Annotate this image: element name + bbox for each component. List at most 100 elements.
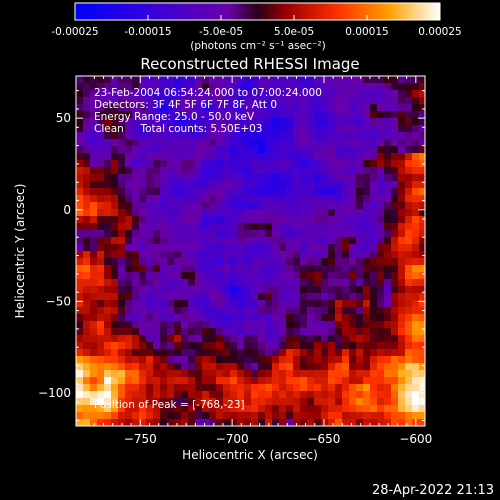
heatmap-cell <box>307 83 315 91</box>
heatmap-cell <box>398 398 406 406</box>
heatmap-cell <box>398 195 406 203</box>
heatmap-cell <box>412 174 420 182</box>
heatmap-cell <box>342 174 350 182</box>
heatmap-cell <box>146 363 154 371</box>
heatmap-cell <box>216 209 224 217</box>
heatmap-cell <box>139 307 147 315</box>
heatmap-cell <box>384 202 392 210</box>
heatmap-cell <box>419 391 425 399</box>
heatmap-cell <box>202 405 210 413</box>
heatmap-cell <box>405 293 413 301</box>
heatmap-cell <box>188 188 196 196</box>
heatmap-cell <box>363 83 371 91</box>
heatmap-cell <box>139 272 147 280</box>
heatmap-cell <box>265 265 273 273</box>
heatmap-cell <box>209 412 217 420</box>
heatmap-cell <box>167 244 175 252</box>
heatmap-cell <box>97 391 105 399</box>
heatmap-cell <box>279 279 287 287</box>
heatmap-cell <box>132 90 140 98</box>
heatmap-cell <box>230 139 238 147</box>
heatmap-cell <box>83 321 91 329</box>
heatmap-cell <box>111 237 119 245</box>
heatmap-cell <box>104 167 112 175</box>
heatmap-cell <box>314 153 322 161</box>
heatmap-cell <box>314 118 322 126</box>
heatmap-cell <box>377 146 385 154</box>
heatmap-cell <box>300 279 308 287</box>
heatmap-cell <box>132 356 140 364</box>
heatmap-cell <box>146 139 154 147</box>
heatmap-cell <box>167 363 175 371</box>
heatmap-cell <box>237 279 245 287</box>
heatmap-cell <box>230 307 238 315</box>
heatmap-cell <box>272 405 280 413</box>
heatmap-cell <box>258 314 266 322</box>
heatmap-cell <box>286 244 294 252</box>
heatmap-cell <box>272 188 280 196</box>
heatmap-cell <box>132 132 140 140</box>
heatmap-cell <box>181 223 189 231</box>
heatmap-cell <box>405 370 413 378</box>
heatmap-cell <box>132 83 140 91</box>
heatmap-cell <box>405 195 413 203</box>
heatmap-cell <box>398 328 406 336</box>
heatmap-cell <box>286 363 294 371</box>
heatmap-cell <box>174 391 182 399</box>
heatmap-cell <box>111 83 119 91</box>
heatmap-cell <box>195 174 203 182</box>
heatmap-cell <box>265 293 273 301</box>
heatmap-cell <box>384 244 392 252</box>
heatmap-cell <box>125 349 133 357</box>
heatmap-cell <box>195 118 203 126</box>
heatmap-cell <box>104 265 112 273</box>
heatmap-cell <box>118 321 126 329</box>
heatmap-cell <box>328 398 336 406</box>
heatmap-cell <box>307 139 315 147</box>
heatmap-cell <box>153 139 161 147</box>
heatmap-cell <box>90 321 98 329</box>
heatmap-cell <box>307 405 315 413</box>
heatmap-cell <box>216 230 224 238</box>
heatmap-cell <box>342 90 350 98</box>
heatmap-cell <box>146 90 154 98</box>
heatmap-cell <box>216 356 224 364</box>
heatmap-cell <box>104 174 112 182</box>
heatmap-cell <box>125 132 133 140</box>
heatmap-cell <box>370 160 378 168</box>
heatmap-cell <box>307 419 315 426</box>
heatmap-cell <box>111 153 119 161</box>
x-tick-label: −750 <box>124 432 157 446</box>
heatmap-cell <box>279 363 287 371</box>
heatmap-cell <box>258 300 266 308</box>
heatmap-cell <box>265 356 273 364</box>
heatmap-cell <box>97 90 105 98</box>
heatmap-cell <box>279 153 287 161</box>
heatmap-cell <box>174 83 182 91</box>
heatmap-cell <box>118 370 126 378</box>
heatmap-cell <box>251 370 259 378</box>
heatmap-cell <box>139 181 147 189</box>
heatmap-cell <box>300 258 308 266</box>
heatmap-cell <box>349 391 357 399</box>
heatmap-cell <box>202 230 210 238</box>
heatmap-cell <box>125 118 133 126</box>
heatmap-cell <box>97 160 105 168</box>
heatmap-cell <box>265 342 273 350</box>
heatmap-cell <box>293 132 301 140</box>
heatmap-cell <box>363 279 371 287</box>
heatmap-cell <box>146 419 154 426</box>
heatmap-cell <box>174 104 182 112</box>
heatmap-cell <box>328 356 336 364</box>
heatmap-cell <box>286 230 294 238</box>
heatmap-cell <box>342 314 350 322</box>
heatmap-cell <box>321 307 329 315</box>
heatmap-cell <box>398 104 406 112</box>
heatmap-cell <box>139 419 147 426</box>
heatmap-cell <box>363 412 371 420</box>
heatmap-cell <box>384 216 392 224</box>
heatmap-cell <box>118 272 126 280</box>
heatmap-cell <box>356 335 364 343</box>
heatmap-cell <box>146 335 154 343</box>
heatmap-cell <box>391 76 399 84</box>
